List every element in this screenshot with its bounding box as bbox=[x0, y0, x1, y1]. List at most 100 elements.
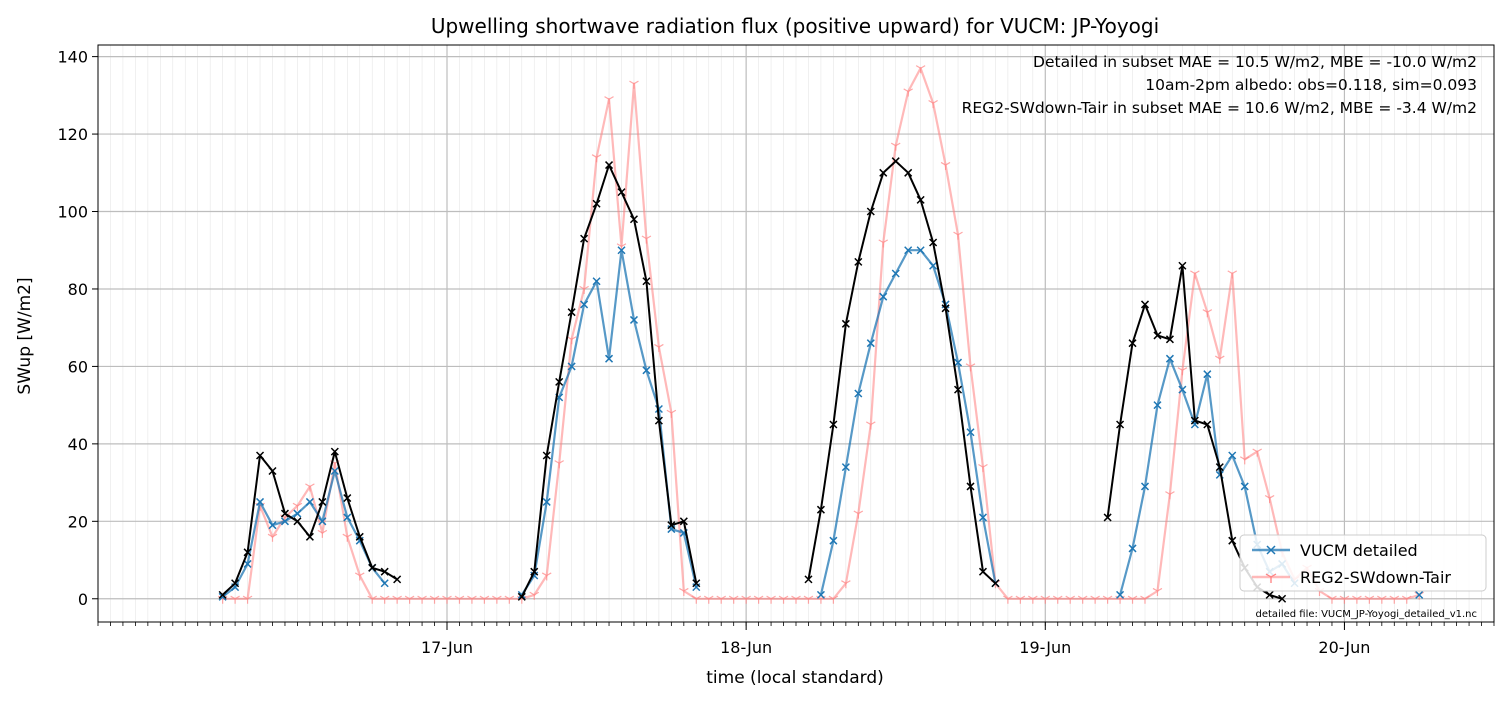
data-point bbox=[530, 567, 539, 576]
data-point bbox=[1165, 335, 1174, 344]
data-point bbox=[991, 579, 1000, 588]
data-point bbox=[529, 591, 540, 600]
data-point bbox=[866, 339, 875, 348]
data-point bbox=[954, 358, 963, 367]
chart-title: Upwelling shortwave radiation flux (posi… bbox=[431, 14, 1159, 38]
data-point bbox=[218, 592, 227, 601]
data-point bbox=[555, 377, 564, 386]
data-point bbox=[305, 483, 315, 492]
data-point bbox=[1140, 595, 1150, 604]
data-point bbox=[1165, 491, 1175, 500]
y-tick-label: 140 bbox=[57, 48, 88, 67]
data-point bbox=[853, 510, 864, 519]
data-point bbox=[1052, 595, 1063, 604]
data-point bbox=[305, 497, 314, 506]
x-axis-ticks: 17-Jun 18-Jun 19-Jun 20-Jun bbox=[97, 622, 1495, 657]
data-point bbox=[243, 548, 252, 557]
data-point bbox=[292, 502, 303, 511]
data-point bbox=[1127, 595, 1138, 604]
data-point bbox=[1264, 494, 1275, 504]
data-point bbox=[1178, 261, 1187, 270]
data-point bbox=[654, 404, 663, 414]
legend-marker-vucm bbox=[1266, 545, 1276, 555]
data-point bbox=[854, 389, 863, 398]
data-point bbox=[916, 195, 925, 204]
data-point bbox=[929, 238, 938, 247]
data-point bbox=[305, 532, 314, 541]
data-point bbox=[1003, 595, 1013, 604]
data-point bbox=[1116, 590, 1125, 599]
data-point bbox=[605, 161, 614, 170]
data-point bbox=[1152, 587, 1163, 597]
data-point bbox=[841, 463, 850, 472]
data-point bbox=[368, 563, 377, 572]
legend: VUCM detailed REG2-SWdown-Tair bbox=[1239, 534, 1487, 592]
data-point bbox=[231, 579, 240, 588]
series-layer bbox=[217, 65, 1425, 604]
data-point bbox=[1040, 595, 1051, 604]
data-point bbox=[554, 460, 564, 469]
data-point bbox=[617, 188, 626, 197]
data-point bbox=[517, 592, 526, 601]
data-point bbox=[966, 428, 975, 437]
data-point bbox=[293, 509, 302, 518]
data-point bbox=[605, 354, 614, 363]
data-point bbox=[716, 595, 727, 604]
y-tick-label: 40 bbox=[68, 435, 88, 454]
data-point bbox=[542, 451, 551, 460]
data-point bbox=[816, 505, 825, 514]
footnote-detailed-file: detailed file: VUCM_JP-Yoyogi_detailed_v… bbox=[1256, 609, 1477, 620]
data-point bbox=[1090, 595, 1100, 604]
data-point bbox=[1327, 595, 1337, 604]
data-point bbox=[928, 99, 938, 109]
data-point bbox=[429, 595, 440, 604]
data-point bbox=[343, 513, 352, 522]
legend-label-vucm: VUCM detailed bbox=[1300, 541, 1418, 560]
y-tick-label: 120 bbox=[57, 125, 88, 144]
data-point bbox=[1377, 595, 1387, 604]
data-point bbox=[1215, 463, 1224, 472]
y-tick-label: 20 bbox=[68, 512, 88, 531]
data-point bbox=[728, 595, 739, 604]
data-point bbox=[929, 261, 938, 270]
data-point bbox=[1214, 355, 1225, 364]
data-point bbox=[380, 579, 389, 588]
data-point bbox=[1178, 385, 1187, 394]
data-point bbox=[243, 559, 252, 568]
data-point bbox=[504, 595, 515, 604]
series-reg2-swdown-tair bbox=[217, 65, 1425, 604]
data-point bbox=[1153, 401, 1162, 410]
data-point bbox=[454, 595, 465, 604]
data-point bbox=[318, 497, 327, 506]
data-point bbox=[1265, 590, 1274, 599]
x-axis-label: time (local standard) bbox=[706, 668, 884, 688]
data-point bbox=[379, 595, 390, 604]
data-point bbox=[1140, 300, 1150, 309]
series-line bbox=[807, 160, 997, 585]
legend-box bbox=[1239, 534, 1487, 592]
data-point bbox=[1203, 420, 1212, 429]
data-point bbox=[891, 269, 900, 278]
data-point bbox=[367, 595, 378, 604]
data-point bbox=[1190, 416, 1199, 425]
data-point bbox=[1103, 513, 1112, 522]
data-point bbox=[617, 246, 626, 255]
y-tick-label: 100 bbox=[57, 203, 88, 222]
major-grid bbox=[98, 45, 1494, 622]
data-point bbox=[829, 420, 838, 429]
data-point bbox=[891, 157, 900, 166]
data-point bbox=[342, 533, 353, 542]
data-point bbox=[890, 142, 901, 151]
legend-marker-reg2 bbox=[1265, 573, 1277, 583]
data-point bbox=[393, 575, 402, 584]
data-point bbox=[417, 595, 427, 604]
data-point bbox=[604, 96, 614, 105]
data-point bbox=[965, 363, 976, 372]
data-point bbox=[791, 595, 801, 604]
data-point bbox=[1415, 590, 1424, 599]
annotation-reg2-metrics: REG2-SWdown-Tair in subset MAE = 10.6 W/… bbox=[962, 99, 1477, 117]
data-point bbox=[1028, 595, 1038, 604]
data-point bbox=[741, 595, 751, 604]
data-point bbox=[854, 257, 863, 266]
data-point bbox=[479, 595, 490, 604]
